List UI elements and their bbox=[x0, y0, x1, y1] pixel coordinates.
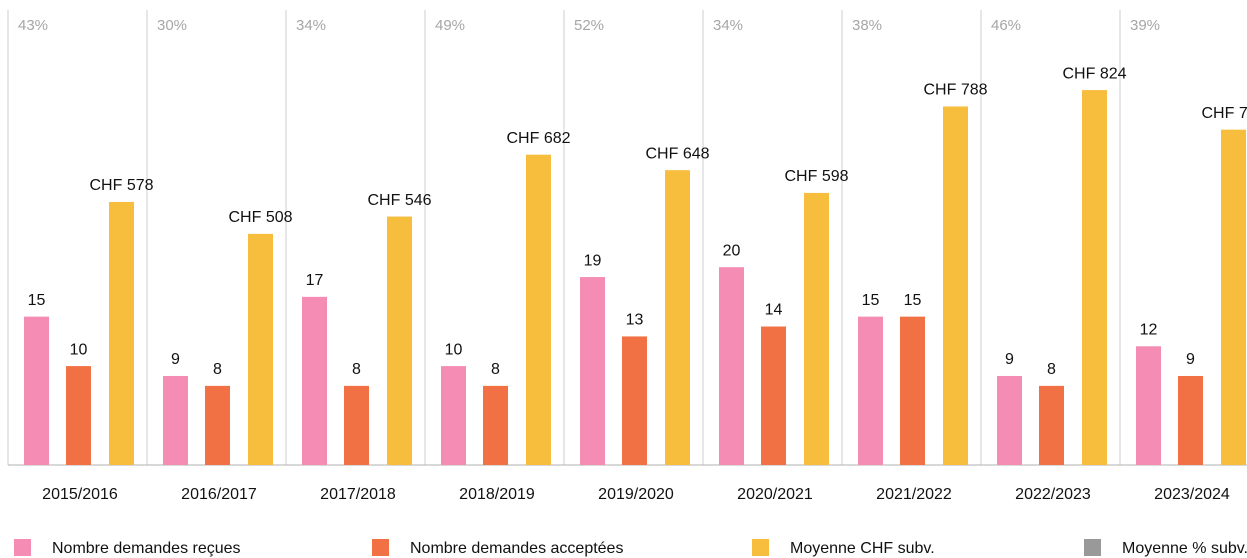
percent-label: 30% bbox=[157, 17, 187, 34]
x-tick-label: 2023/2024 bbox=[1154, 486, 1230, 503]
bar bbox=[943, 106, 968, 466]
percent-label: 46% bbox=[991, 17, 1021, 34]
x-tick-label: 2017/2018 bbox=[320, 486, 396, 503]
percent-label: 34% bbox=[713, 17, 743, 34]
data-label: CHF 546 bbox=[367, 192, 431, 209]
x-tick-label: 2018/2019 bbox=[459, 486, 535, 503]
bar bbox=[163, 375, 188, 465]
legend-label: Nombre demandes acceptées bbox=[410, 540, 623, 557]
data-label: 15 bbox=[28, 292, 46, 309]
bar bbox=[1136, 346, 1161, 465]
bar bbox=[248, 233, 273, 465]
data-label: CHF 682 bbox=[506, 130, 570, 147]
data-label: 17 bbox=[306, 272, 324, 289]
bar bbox=[665, 170, 690, 465]
data-label: 8 bbox=[491, 361, 500, 378]
bar bbox=[1178, 375, 1203, 465]
legend-label: Nombre demandes reçues bbox=[52, 540, 241, 557]
legend-swatch bbox=[372, 539, 389, 556]
data-label: 9 bbox=[1005, 351, 1014, 368]
bar bbox=[761, 326, 786, 465]
bar bbox=[1221, 129, 1246, 466]
bar bbox=[344, 385, 369, 465]
bar bbox=[526, 154, 551, 465]
data-label: 15 bbox=[904, 292, 922, 309]
bar bbox=[205, 385, 230, 465]
x-tick-label: 2019/2020 bbox=[598, 486, 674, 503]
x-tick-label: 2021/2022 bbox=[876, 486, 952, 503]
legend-swatch bbox=[752, 539, 769, 556]
data-label: 9 bbox=[1186, 351, 1195, 368]
data-label: 14 bbox=[765, 302, 783, 319]
data-label: 20 bbox=[723, 242, 741, 259]
bar bbox=[622, 336, 647, 465]
data-label: CHF 737 bbox=[1201, 105, 1247, 122]
data-label: CHF 598 bbox=[784, 168, 848, 185]
data-label: 13 bbox=[626, 312, 644, 329]
bar bbox=[580, 277, 605, 465]
percent-label: 52% bbox=[574, 17, 604, 34]
bar bbox=[66, 366, 91, 465]
bar bbox=[302, 296, 327, 465]
data-label: 8 bbox=[1047, 361, 1056, 378]
data-label: 19 bbox=[584, 252, 602, 269]
data-label: 15 bbox=[862, 292, 880, 309]
data-label: CHF 578 bbox=[89, 177, 153, 194]
bar bbox=[483, 385, 508, 465]
data-label: 8 bbox=[213, 361, 222, 378]
bar bbox=[387, 216, 412, 465]
bar bbox=[109, 202, 134, 465]
percent-label: 34% bbox=[296, 17, 326, 34]
data-label: CHF 508 bbox=[228, 209, 292, 226]
data-label: 12 bbox=[1140, 322, 1158, 339]
data-label: 10 bbox=[70, 341, 88, 358]
percent-label: 49% bbox=[435, 17, 465, 34]
bar bbox=[900, 316, 925, 465]
percent-label: 43% bbox=[18, 17, 48, 34]
legend-label: Moyenne % subv. bbox=[1122, 540, 1247, 557]
data-label: 10 bbox=[445, 341, 463, 358]
data-label: 9 bbox=[171, 351, 180, 368]
bar bbox=[997, 375, 1022, 465]
bar bbox=[441, 366, 466, 465]
bar bbox=[24, 316, 49, 465]
x-tick-label: 2020/2021 bbox=[737, 486, 813, 503]
legend-label: Moyenne CHF subv. bbox=[790, 540, 935, 557]
bar bbox=[1039, 385, 1064, 465]
x-tick-label: 2015/2016 bbox=[42, 486, 118, 503]
data-label: CHF 824 bbox=[1062, 65, 1126, 82]
bar bbox=[804, 192, 829, 465]
percent-label: 38% bbox=[852, 17, 882, 34]
x-tick-label: 2016/2017 bbox=[181, 486, 257, 503]
data-label: CHF 648 bbox=[645, 145, 709, 162]
bar bbox=[1082, 90, 1107, 465]
bar bbox=[858, 316, 883, 465]
data-label: 8 bbox=[352, 361, 361, 378]
bar bbox=[719, 267, 744, 465]
legend-swatch bbox=[1084, 539, 1101, 556]
legend-swatch bbox=[14, 539, 31, 556]
x-tick-label: 2022/2023 bbox=[1015, 486, 1091, 503]
data-label: CHF 788 bbox=[923, 82, 987, 99]
percent-label: 39% bbox=[1130, 17, 1160, 34]
